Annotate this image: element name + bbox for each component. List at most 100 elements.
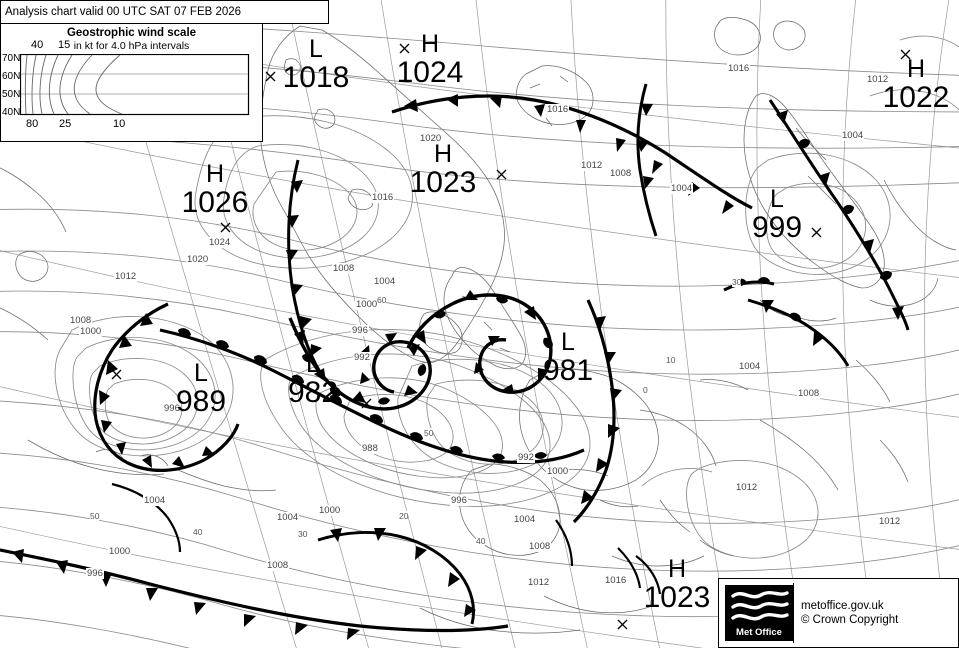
isobar-label-1012: 1012 (735, 482, 759, 493)
isobar-label-1020: 1020 (186, 254, 210, 265)
lat-tick-50: 50 (424, 428, 434, 438)
pressure-value: 1026 (181, 186, 249, 219)
isobar-label-1016: 1016 (604, 575, 628, 586)
pressure-centre-l-989: L 989 (156, 361, 246, 417)
isobar-label-1012: 1012 (580, 160, 604, 171)
isobar-label-996: 996 (86, 568, 104, 579)
isobar-label-1004: 1004 (513, 514, 537, 525)
pressure-type-letter: H (420, 30, 440, 58)
wind-scale-curves (20, 54, 250, 116)
pressure-type-letter: H (667, 555, 687, 583)
logo-url: metoffice.gov.uk (801, 600, 884, 612)
cold-front-greenland-east (286, 159, 322, 373)
occluded-front-low-981 (406, 290, 553, 394)
pressure-type-letter: L (561, 328, 575, 356)
isobar-label-1012: 1012 (114, 271, 138, 282)
isobar-label-1016: 1016 (546, 104, 570, 115)
pressure-value: 999 (751, 211, 803, 244)
isobar-label-1004: 1004 (738, 361, 762, 372)
isobar-label-1008: 1008 (266, 560, 290, 571)
lat-tick-10: 10 (666, 355, 676, 365)
wind-label-15: 15 (58, 39, 71, 51)
pressure-centre-l-1018: L 1018 (271, 37, 361, 93)
isobar-label-1012: 1012 (866, 74, 890, 85)
lat-tick-30: 30 (298, 529, 308, 539)
isobar-label-1000: 1000 (318, 505, 342, 516)
pressure-value: 982 (287, 376, 339, 409)
isobar-label-996: 996 (351, 325, 369, 336)
cold-front-southwest-atlantic (0, 548, 509, 640)
isobar-label-992: 992 (517, 452, 535, 463)
wind-lat-60n: 60N (2, 71, 21, 82)
isobar-label-1020: 1020 (419, 133, 443, 144)
isobar-label-1024: 1024 (208, 237, 232, 248)
isobar-label-1008: 1008 (609, 168, 633, 179)
isobar-label-1012: 1012 (527, 577, 551, 588)
pressure-centre-h-1024: H 1024 (385, 32, 475, 88)
pressure-type-letter: L (770, 185, 784, 213)
cold-front-trailing-981 (572, 299, 622, 524)
pressure-type-letter: H (906, 55, 926, 83)
isobar-label-1008: 1008 (332, 263, 356, 274)
wind-label-80: 80 (26, 118, 39, 130)
wind-lat-70n: 70N (2, 53, 21, 64)
isobar-label-996: 996 (450, 495, 468, 506)
chart-title-box: Analysis chart valid 00 UTC SAT 07 FEB 2… (0, 0, 329, 24)
occluded-front-low-982 (288, 317, 432, 411)
pressure-centre-h-1022: H 1022 (871, 57, 959, 113)
front-bay-of-biscay-wave (317, 528, 476, 625)
lat-tick-30: 30 (732, 277, 742, 287)
pressure-centre-l-999: L 999 (732, 187, 822, 243)
cold-front-norwegian-sea (636, 83, 658, 237)
isobar-label-1004: 1004 (841, 130, 865, 141)
lat-tick-50: 50 (90, 511, 100, 521)
isobar-label-1004: 1004 (143, 495, 167, 506)
logo-caption: metoffice.gov.uk © Crown Copyright (793, 583, 958, 643)
isobar-label-1008: 1008 (797, 388, 821, 399)
front-low-989 (93, 302, 240, 472)
logo-mark-text: Met Office (736, 627, 782, 638)
occluded-front-baltic (747, 298, 850, 367)
isobar-label-1004: 1004 (670, 183, 694, 194)
isobar-label-1000: 1000 (355, 299, 379, 310)
centre-markers (111, 43, 911, 630)
pressure-value: 989 (175, 385, 227, 418)
isobar-label-1000: 1000 (79, 326, 103, 337)
wave-icon (731, 591, 789, 621)
pressure-type-letter: H (433, 140, 453, 168)
pressure-value: 1023 (409, 166, 477, 199)
page-title: Analysis chart valid 00 UTC SAT 07 FEB 2… (5, 6, 242, 18)
wind-label-40: 40 (31, 39, 44, 51)
isobar-label-1004: 1004 (276, 512, 300, 523)
isobar-label-996: 996 (163, 403, 181, 414)
pressure-centre-h-1026: H 1026 (170, 162, 260, 218)
isobar-label-1012: 1012 (878, 516, 902, 527)
isobar-label-1004: 1004 (373, 276, 397, 287)
pressure-type-letter: L (309, 35, 323, 63)
isobar-label-1016: 1016 (371, 192, 395, 203)
isobar-label-992: 992 (353, 352, 371, 363)
pressure-value: 1018 (282, 61, 350, 94)
wind-label-10: 10 (113, 118, 126, 130)
isobar-label-1016: 1016 (727, 63, 751, 74)
pressure-value: 1024 (396, 56, 464, 89)
isobar-label-1008: 1008 (69, 315, 93, 326)
lat-tick-40: 40 (476, 536, 486, 546)
pressure-type-letter: H (205, 160, 225, 188)
isobar-label-988: 988 (361, 443, 379, 454)
wind-scale-graph: 70N 60N 50N 40N 40 15 80 25 10 (1, 39, 262, 130)
lat-tick-20: 20 (399, 511, 409, 521)
wind-label-25: 25 (59, 118, 72, 130)
isobar-label-1008: 1008 (528, 541, 552, 552)
pressure-type-letter: L (306, 350, 320, 378)
trough-lines (111, 482, 662, 595)
lat-tick-0: 0 (643, 385, 648, 395)
pressure-value: 981 (542, 354, 594, 387)
lat-tick-60: 60 (377, 295, 387, 305)
pressure-value: 1022 (882, 81, 950, 114)
lat-tick-40: 40 (193, 527, 203, 537)
wind-scale-subtitle: in kt for 4.0 hPa intervals (73, 40, 190, 52)
isobar-label-1000: 1000 (108, 546, 132, 557)
